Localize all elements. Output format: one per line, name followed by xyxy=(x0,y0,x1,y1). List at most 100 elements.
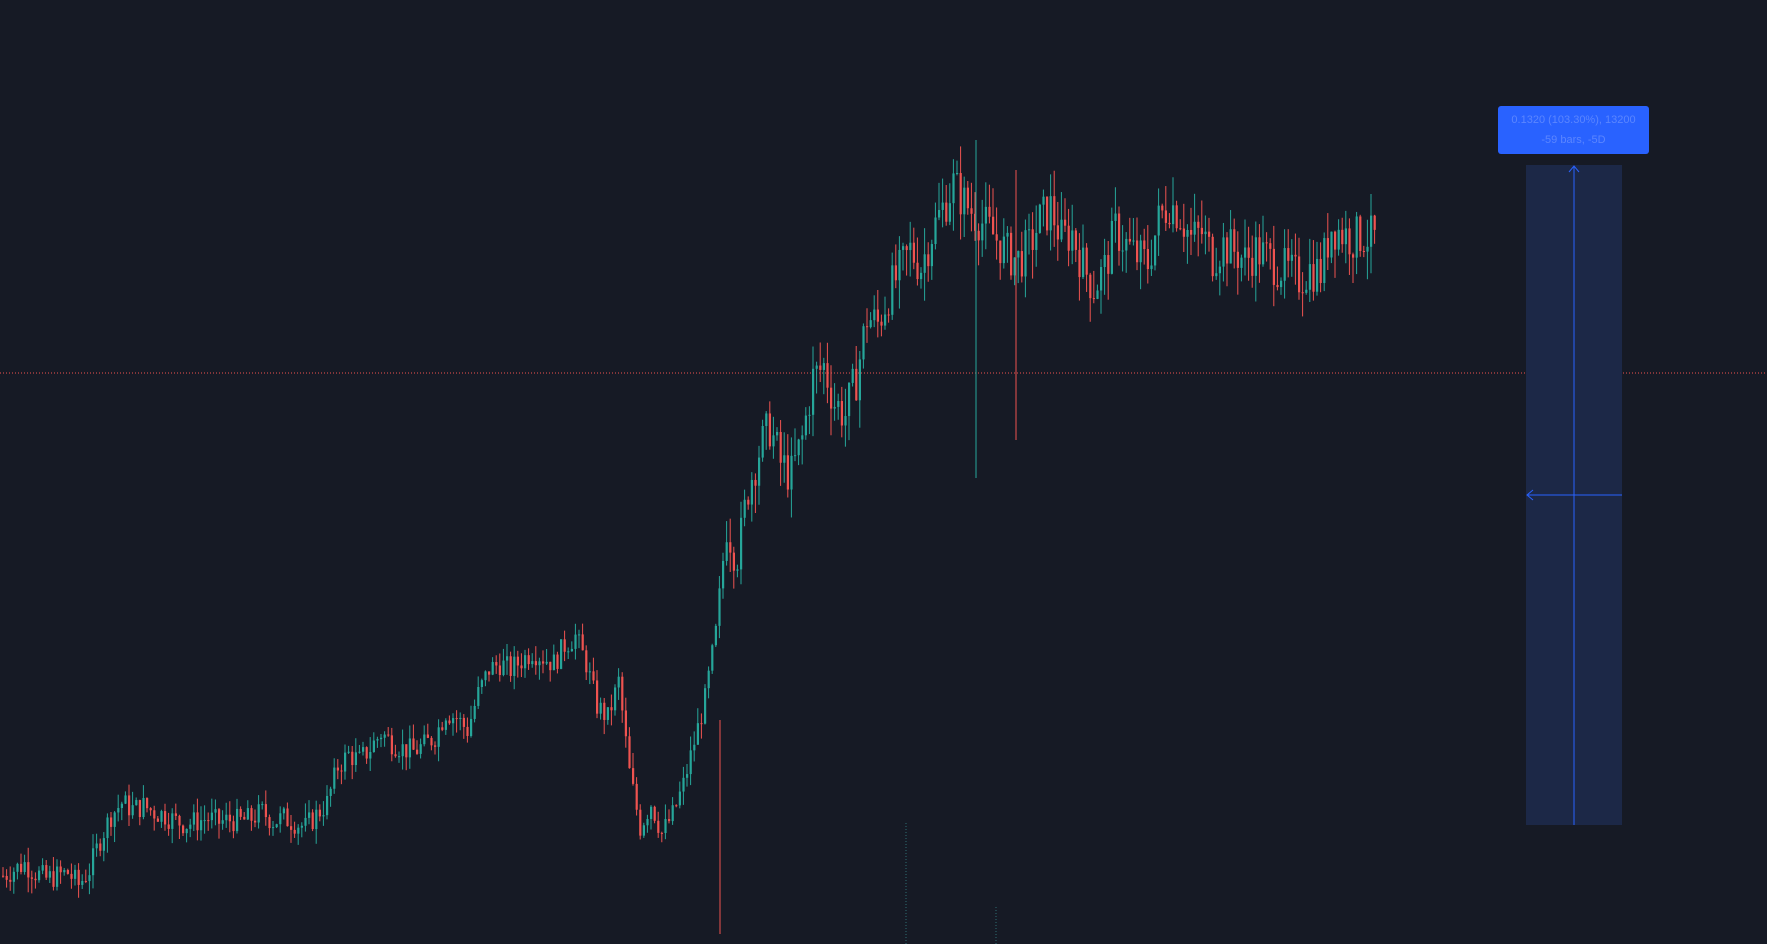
candle-body xyxy=(1200,227,1203,235)
candle-body xyxy=(732,552,735,571)
candle-body xyxy=(246,808,249,820)
candle-body xyxy=(977,230,980,241)
candle-body xyxy=(506,656,509,661)
candle-body xyxy=(995,234,998,241)
candle-body xyxy=(941,202,944,210)
candle-body xyxy=(77,869,80,885)
candle-body xyxy=(1290,254,1293,261)
candle-body xyxy=(138,800,141,818)
candle-body xyxy=(1089,274,1092,299)
candle-body xyxy=(938,209,941,218)
candle-body xyxy=(718,588,721,626)
candle-body xyxy=(1078,249,1081,278)
candle-body xyxy=(286,808,289,827)
candle-body xyxy=(261,804,264,806)
candle-body xyxy=(639,809,642,836)
candle-body xyxy=(992,216,995,235)
candle-body xyxy=(257,804,260,823)
candle-body xyxy=(1229,229,1232,264)
candle-body xyxy=(95,843,98,849)
price-range-measure-tool[interactable] xyxy=(1526,165,1622,825)
candle-body xyxy=(599,702,602,714)
candle-body xyxy=(1215,273,1218,277)
candle-body xyxy=(1161,205,1164,211)
candle-body xyxy=(1118,213,1121,251)
candle-body xyxy=(1150,265,1153,270)
candle-body xyxy=(1344,228,1347,245)
candle-body xyxy=(1316,258,1319,292)
candle-body xyxy=(527,655,530,665)
candle-body xyxy=(315,809,318,830)
candle-body xyxy=(124,795,127,804)
candle-body xyxy=(1276,284,1279,288)
candle-body xyxy=(423,734,426,745)
candle-body xyxy=(1100,267,1103,291)
candle-body xyxy=(1226,237,1229,264)
candle-body xyxy=(534,661,537,666)
candle-body xyxy=(498,665,501,676)
candle-body xyxy=(851,368,854,383)
candle-body xyxy=(689,750,692,775)
candle-body xyxy=(563,639,566,652)
candle-body xyxy=(876,309,879,322)
candle-body xyxy=(99,843,102,851)
candle-body xyxy=(1262,242,1265,265)
candle-body xyxy=(671,805,674,822)
candle-body xyxy=(826,363,829,388)
candle-body xyxy=(635,783,638,810)
candle-body xyxy=(117,808,120,813)
candle-body xyxy=(113,812,116,827)
candle-body xyxy=(1258,237,1261,265)
candle-body xyxy=(1064,219,1067,226)
candle-body xyxy=(722,560,725,589)
candle-body xyxy=(898,249,901,281)
candle-body xyxy=(340,770,343,772)
candle-body xyxy=(254,820,257,823)
candle-body xyxy=(228,814,231,822)
measure-bars-duration-text: -59 bars, -5D xyxy=(1541,134,1606,146)
candle-body xyxy=(491,662,494,675)
candle-body xyxy=(873,309,876,321)
candle-body xyxy=(614,687,617,711)
candle-body xyxy=(1319,258,1322,284)
candle-body xyxy=(1107,255,1110,274)
candle-body xyxy=(200,820,203,831)
candle-body xyxy=(804,415,807,436)
candle-body xyxy=(92,848,95,876)
candle-body xyxy=(243,816,246,820)
candle-body xyxy=(1330,231,1333,258)
candle-body xyxy=(128,795,131,816)
candle-body xyxy=(1362,250,1365,252)
candle-body xyxy=(164,811,167,825)
candle-body xyxy=(394,754,397,757)
candle-body xyxy=(189,824,192,829)
candle-body xyxy=(2,875,5,877)
candle-body xyxy=(646,819,649,826)
candle-body xyxy=(858,359,861,401)
candle-body xyxy=(470,718,473,737)
candle-body xyxy=(653,806,656,821)
candle-body xyxy=(884,314,887,326)
candle-body xyxy=(585,650,588,673)
candle-body xyxy=(196,812,199,831)
candle-body xyxy=(1002,236,1005,264)
candle-body xyxy=(664,819,667,834)
candle-body xyxy=(1132,240,1135,242)
candle-body xyxy=(567,651,570,653)
candle-body xyxy=(16,863,19,872)
candle-body xyxy=(1136,240,1139,263)
candle-body xyxy=(38,870,41,881)
candle-body xyxy=(581,634,584,651)
candle-body xyxy=(1024,230,1027,277)
candle-body xyxy=(1233,229,1236,252)
candle-body xyxy=(1370,215,1373,247)
candle-body xyxy=(444,720,447,730)
measure-readout-label[interactable]: 0.1320 (103.30%), 13200 -59 bars, -5D xyxy=(1498,106,1649,154)
candle-body xyxy=(221,820,224,824)
candle-body xyxy=(264,804,267,818)
candle-body xyxy=(41,865,44,871)
candle-body xyxy=(52,871,55,887)
candle-body xyxy=(1218,266,1221,274)
